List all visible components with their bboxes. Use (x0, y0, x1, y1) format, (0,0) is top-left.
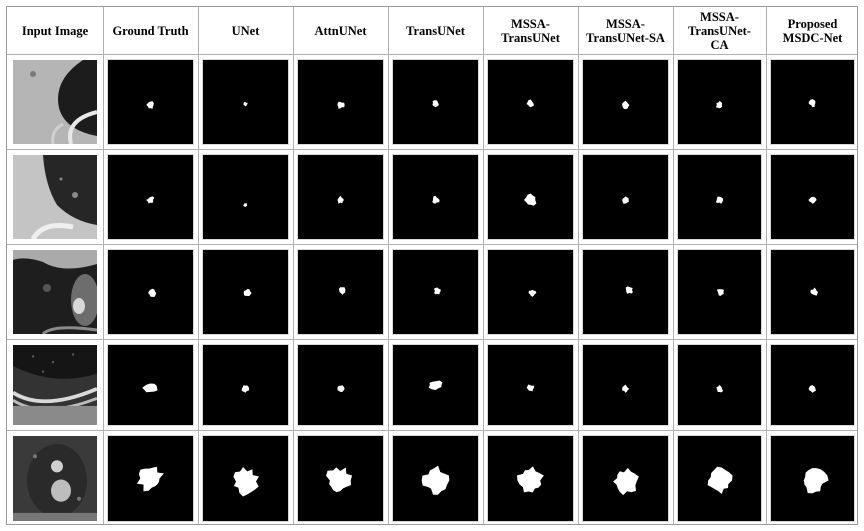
segmentation-mask (677, 249, 762, 335)
segmentation-mask (677, 154, 762, 240)
segmentation-mask (582, 435, 669, 522)
input-ct-image (13, 250, 99, 336)
segmentation-mask (297, 59, 384, 145)
segmentation-mask (770, 435, 855, 522)
row-divider (7, 339, 857, 340)
column-header: Proposed MSDC-Net (782, 16, 843, 45)
segmentation-mask (107, 154, 194, 240)
segmentation-mask (487, 249, 574, 335)
column-header: UNet (231, 23, 260, 38)
segmentation-mask (297, 154, 384, 240)
segmentation-mask (392, 435, 479, 522)
column-header: MSSA- TransUNet- CA (688, 9, 751, 52)
segmentation-comparison-figure: Input Image Ground Truth UNet AttnUNet Trans… (6, 6, 858, 525)
segmentation-mask (582, 344, 669, 426)
segmentation-mask (487, 344, 574, 426)
input-ct-image (13, 60, 98, 145)
column-divider (198, 7, 199, 524)
input-ct-image (13, 155, 97, 241)
segmentation-mask (392, 249, 479, 335)
segmentation-mask (770, 59, 855, 145)
input-ct-image (13, 436, 97, 521)
segmentation-mask (582, 59, 669, 145)
column-divider (673, 7, 674, 524)
segmentation-mask (677, 59, 762, 145)
column-divider (103, 7, 104, 524)
row-divider (7, 430, 857, 431)
segmentation-mask (487, 435, 574, 522)
column-header: MSSA- TransUNet (501, 16, 560, 45)
segmentation-mask (487, 154, 574, 240)
column-header: MSSA- TransUNet-SA (586, 16, 665, 45)
segmentation-mask (582, 249, 669, 335)
segmentation-mask (770, 154, 855, 240)
row-divider (7, 54, 857, 55)
segmentation-mask (202, 344, 289, 426)
input-ct-image (11, 345, 98, 425)
segmentation-mask (392, 344, 479, 426)
segmentation-mask (297, 435, 384, 522)
column-header: AttnUNet (314, 23, 367, 38)
column-divider (483, 7, 484, 524)
column-divider (388, 7, 389, 524)
segmentation-mask (107, 344, 194, 426)
segmentation-mask (392, 59, 479, 145)
segmentation-mask (107, 59, 194, 145)
segmentation-mask (202, 435, 289, 522)
segmentation-mask (202, 154, 289, 240)
segmentation-mask (677, 435, 762, 522)
column-divider (293, 7, 294, 524)
segmentation-mask (677, 344, 762, 426)
segmentation-mask (202, 249, 289, 335)
segmentation-mask (297, 344, 384, 426)
segmentation-mask (770, 249, 855, 335)
column-header: Ground Truth (112, 23, 189, 38)
row-divider (7, 149, 857, 150)
row-divider (7, 244, 857, 245)
segmentation-mask (392, 154, 479, 240)
segmentation-mask (582, 154, 669, 240)
segmentation-mask (107, 435, 194, 522)
segmentation-mask (107, 249, 194, 335)
column-divider (766, 7, 767, 524)
segmentation-mask (770, 344, 855, 426)
column-divider (578, 7, 579, 524)
column-header: TransUNet (406, 23, 465, 38)
segmentation-mask (297, 249, 384, 335)
segmentation-mask (202, 59, 289, 145)
column-header: Input Image (21, 23, 89, 38)
segmentation-mask (487, 59, 574, 145)
